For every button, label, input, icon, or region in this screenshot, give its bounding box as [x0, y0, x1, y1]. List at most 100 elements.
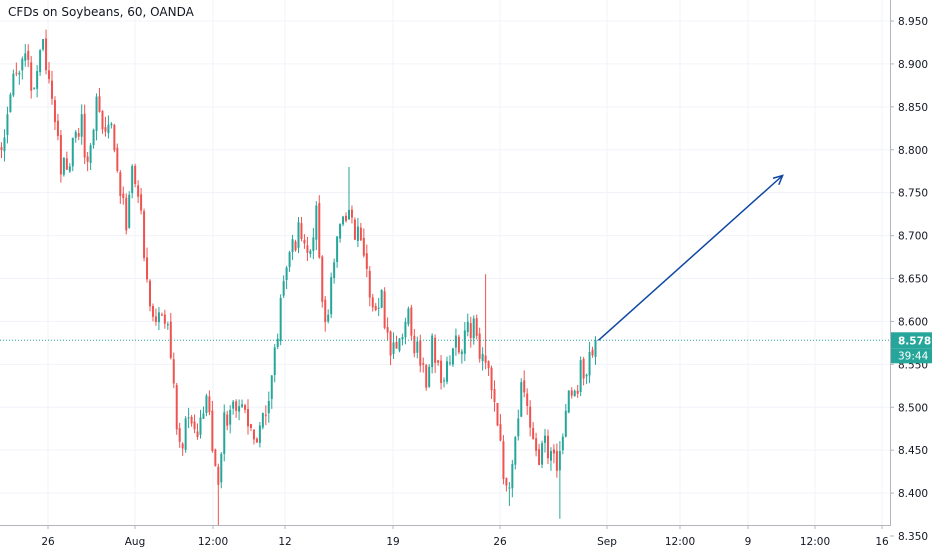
time-tick-label: 12:00 — [800, 536, 830, 548]
price-tick-label: 8.850 — [898, 102, 928, 114]
candle-75 — [223, 404, 226, 462]
candle-126 — [374, 303, 377, 312]
time-tick-label: 12 — [278, 536, 291, 548]
candle-48 — [143, 208, 146, 262]
candle-43 — [128, 191, 131, 229]
candle-179 — [532, 421, 535, 440]
candle-21 — [62, 157, 65, 177]
candle-74 — [220, 452, 223, 489]
candle-52 — [154, 308, 157, 326]
candle-50 — [149, 279, 151, 312]
time-tick-label: 26 — [493, 536, 507, 548]
candle-70 — [208, 390, 211, 416]
candle-40 — [119, 169, 122, 204]
candle-176 — [523, 370, 526, 398]
candle-14 — [42, 39, 45, 52]
candle-190 — [564, 403, 567, 438]
candle-150 — [446, 356, 448, 385]
candle-27 — [80, 104, 83, 145]
candle-107 — [318, 195, 321, 259]
candle-200 — [594, 336, 597, 365]
candles — [0, 29, 597, 536]
candle-29 — [86, 151, 89, 172]
candle-121 — [359, 222, 362, 242]
candle-197 — [585, 373, 588, 385]
price-tick-label: 8.950 — [898, 16, 928, 28]
candle-154 — [457, 334, 460, 355]
candle-58 — [172, 352, 175, 389]
candle-199 — [591, 346, 594, 358]
candle-82 — [244, 403, 247, 414]
candle-113 — [336, 236, 339, 268]
candle-177 — [526, 388, 529, 415]
candle-20 — [59, 130, 62, 183]
candle-32 — [95, 93, 98, 141]
candle-151 — [448, 355, 451, 366]
candle-22 — [65, 151, 68, 171]
candle-84 — [249, 423, 252, 432]
candle-54 — [160, 312, 163, 316]
candle-138 — [410, 304, 413, 341]
candle-170 — [505, 477, 508, 492]
candle-36 — [107, 115, 110, 139]
candle-17 — [50, 70, 53, 105]
candle-119 — [353, 217, 356, 241]
candle-196 — [582, 356, 585, 386]
candle-45 — [134, 163, 137, 188]
candle-7 — [21, 56, 24, 80]
candle-168 — [499, 414, 502, 442]
candle-26 — [77, 127, 80, 141]
candle-137 — [407, 306, 410, 327]
candle-87 — [258, 422, 261, 448]
candle-149 — [443, 377, 446, 388]
candle-8 — [24, 44, 27, 67]
candle-47 — [140, 187, 143, 215]
candle-114 — [339, 223, 342, 243]
time-axis[interactable]: 26 Aug 12:00 12 19 26 Sep 12:00 9 12:00 16 — [0, 525, 891, 550]
candle-73 — [217, 463, 220, 536]
candle-159 — [472, 315, 475, 345]
candle-127 — [377, 297, 380, 317]
candle-88 — [261, 412, 264, 430]
candle-128 — [380, 289, 383, 309]
candle-167 — [496, 402, 499, 427]
candle-131 — [389, 330, 392, 366]
price-tick-label: 8.500 — [898, 402, 928, 414]
last-price-label: 8.578 — [898, 335, 931, 347]
candle-146 — [434, 334, 437, 374]
candle-93 — [276, 333, 279, 350]
candle-153 — [454, 328, 457, 356]
time-tick-label: 9 — [745, 536, 752, 548]
candle-175 — [520, 378, 523, 418]
candle-33 — [98, 88, 101, 113]
candle-78 — [232, 400, 235, 415]
time-tick-label: 12:00 — [198, 536, 228, 548]
candle-61 — [181, 442, 184, 456]
candle-158 — [469, 316, 472, 348]
candle-42 — [125, 193, 128, 235]
trend-arrow-line[interactable] — [597, 174, 784, 341]
overlays — [0, 174, 890, 341]
candle-23 — [68, 163, 71, 173]
candle-98 — [291, 234, 294, 260]
candle-169 — [502, 435, 505, 485]
candle-0 — [0, 142, 3, 158]
candle-198 — [588, 341, 591, 384]
candle-3 — [9, 92, 12, 113]
candle-118 — [350, 205, 353, 224]
candle-90 — [267, 391, 270, 423]
candle-115 — [342, 215, 345, 227]
candle-31 — [92, 128, 95, 149]
price-axis[interactable]: 8.950 8.900 8.850 8.800 8.750 8.700 8.650 8.600… — [890, 0, 932, 550]
candle-25 — [74, 130, 77, 143]
price-tick-label: 8.900 — [898, 59, 928, 71]
price-tick-label: 8.400 — [898, 488, 928, 500]
candle-160 — [475, 314, 478, 340]
time-tick-label: Aug — [125, 536, 146, 548]
price-tick-label: 8.600 — [898, 316, 928, 328]
candle-80 — [238, 399, 241, 421]
candle-69 — [205, 393, 208, 417]
candle-38 — [113, 123, 116, 153]
